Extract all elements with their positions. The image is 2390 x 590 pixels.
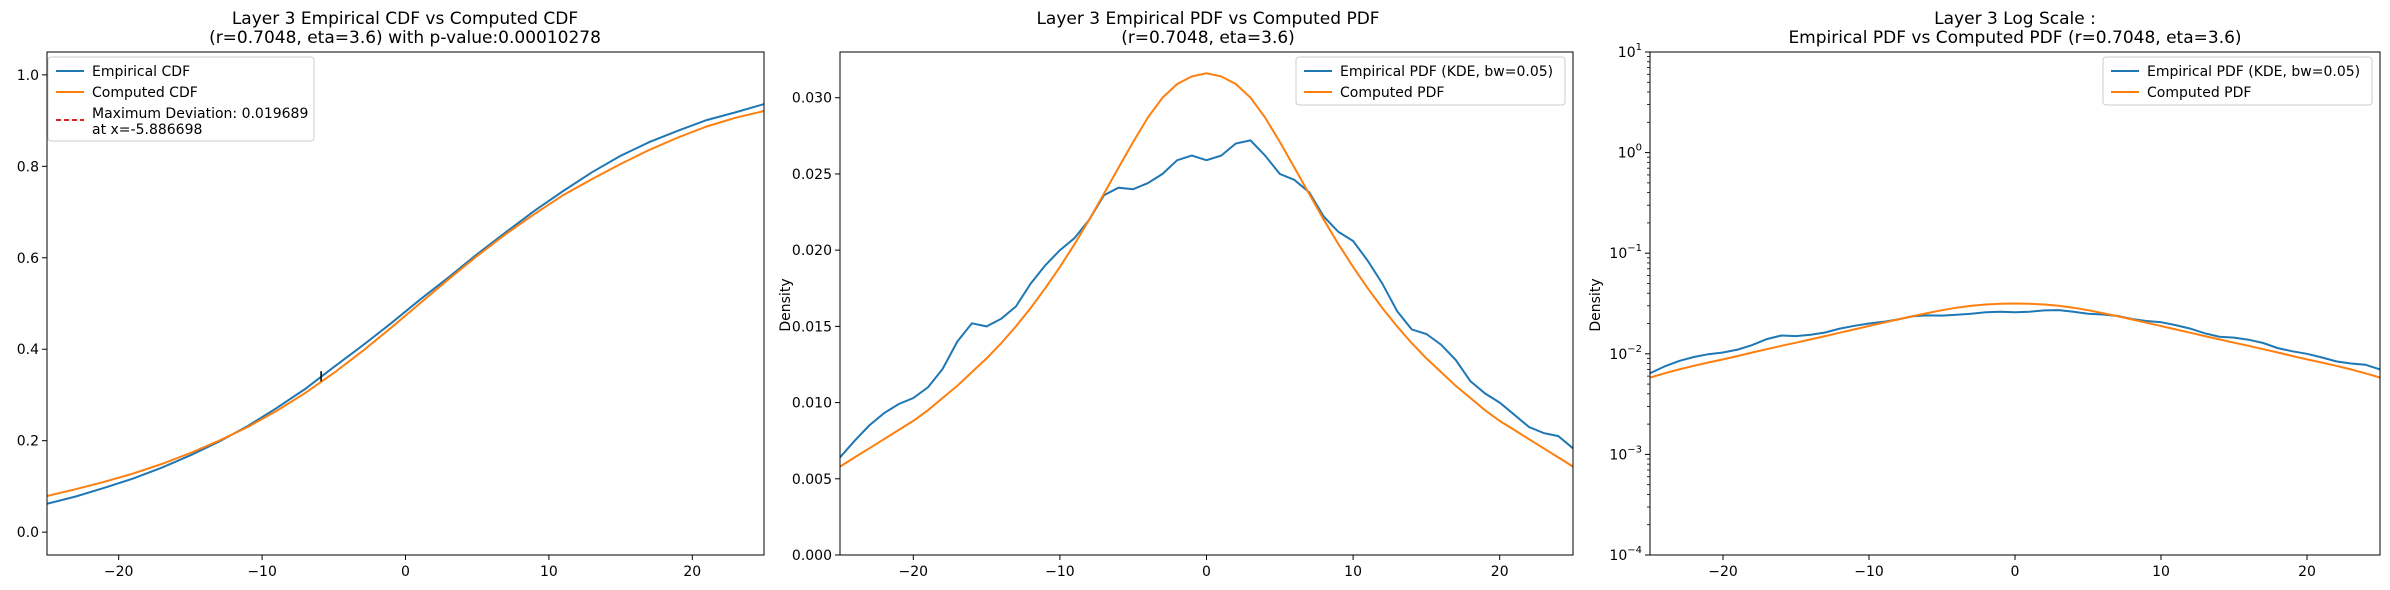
y-tick-label: 0.010 xyxy=(792,396,832,412)
y-tick-label: 0.025 xyxy=(792,167,832,183)
legend-label-max-deviation-at: at x=-5.886698 xyxy=(92,122,202,138)
chart-subtitle: (r=0.7048, eta=3.6) with p-value:0.00010… xyxy=(209,28,601,48)
y-tick-label: 1.0 xyxy=(17,68,39,84)
x-tick-label: −20 xyxy=(104,564,134,580)
cdf-panel: Layer 3 Empirical CDF vs Computed CDF (r… xyxy=(17,9,765,580)
y-tick-label: 0.2 xyxy=(17,434,39,450)
legend-label-empirical-pdf: Empirical PDF (KDE, bw=0.05) xyxy=(2147,64,2360,80)
y-axis-label: Density xyxy=(778,278,794,331)
series-line-empirical xyxy=(1650,309,2380,375)
pdf-legend: Empirical PDF (KDE, bw=0.05) Computed PD… xyxy=(1295,56,1566,106)
y-tick-label: 0.4 xyxy=(17,342,39,358)
x-tick-label: −20 xyxy=(899,564,929,580)
y-tick-label: 101 xyxy=(1618,42,1642,61)
pdf-plot-area: −20 −10 0 10 20 0.000 0.005 0.010 0.015 0.020 0.02… xyxy=(792,51,1574,580)
legend-box xyxy=(1295,56,1566,106)
x-tick-label: 10 xyxy=(540,564,558,580)
y-axis-label: Density xyxy=(1588,278,1604,331)
y-tick-label: 10−2 xyxy=(1609,344,1642,363)
x-tick-label: −20 xyxy=(1708,564,1738,580)
legend-label-computed-cdf: Computed CDF xyxy=(92,85,198,101)
chart-subtitle: Empirical PDF vs Computed PDF (r=0.7048,… xyxy=(1788,28,2241,48)
y-tick-label: 0.015 xyxy=(792,319,832,335)
y-tick-label: 0.005 xyxy=(792,472,832,488)
x-tick-label: 10 xyxy=(1344,564,1362,580)
x-tick-label: 10 xyxy=(2152,564,2170,580)
cdf-plot-area: −20 −10 0 10 20 0.0 0.2 0.4 0.6 0.8 1.0 xyxy=(17,51,765,580)
series-line-computed xyxy=(840,72,1573,468)
x-tick-label: 20 xyxy=(2298,564,2316,580)
log-pdf-plot-area: −20 −10 0 10 20 10−4 10−3 10−2 10−1 100 101 xyxy=(1609,42,2381,580)
chart-title: Layer 3 Empirical CDF vs Computed CDF xyxy=(232,9,578,29)
y-tick-label: 0.0 xyxy=(17,525,39,541)
x-tick-label: 20 xyxy=(1491,564,1509,580)
y-tick-label: 0.020 xyxy=(792,243,832,259)
series-line-computed xyxy=(47,110,764,497)
y-tick-label: 0.6 xyxy=(17,251,39,267)
legend-label-max-deviation: Maximum Deviation: 0.019689 xyxy=(92,106,308,122)
y-tick-label: 10−3 xyxy=(1609,444,1642,463)
y-tick-label: 0.8 xyxy=(17,159,39,175)
series-line-empirical xyxy=(840,139,1573,459)
pdf-panel: Layer 3 Empirical PDF vs Computed PDF (r… xyxy=(778,9,1574,580)
y-tick-label: 10−4 xyxy=(1609,545,1642,564)
legend-label-empirical-cdf: Empirical CDF xyxy=(92,64,190,80)
legend-label-empirical-pdf: Empirical PDF (KDE, bw=0.05) xyxy=(1340,64,1553,80)
x-tick-label: −10 xyxy=(1854,564,1884,580)
chart-title: Layer 3 Log Scale : xyxy=(1934,9,2096,29)
log-pdf-legend: Empirical PDF (KDE, bw=0.05) Computed PD… xyxy=(2102,56,2373,106)
x-tick-label: 0 xyxy=(401,564,410,580)
x-tick-label: −10 xyxy=(1045,564,1075,580)
chart-title: Layer 3 Empirical PDF vs Computed PDF xyxy=(1036,9,1379,29)
y-tick-label: 100 xyxy=(1618,143,1642,162)
series-line-empirical xyxy=(47,103,764,505)
x-tick-label: 0 xyxy=(2011,564,2020,580)
y-tick-label: 10−1 xyxy=(1609,243,1642,262)
cdf-legend: Empirical CDF Computed CDF Maximum Devia… xyxy=(47,56,315,142)
legend-label-computed-pdf: Computed PDF xyxy=(1340,85,1444,101)
y-tick-label: 0.030 xyxy=(792,91,832,107)
legend-label-computed-pdf: Computed PDF xyxy=(2147,85,2251,101)
series-line-computed xyxy=(1650,302,2380,379)
x-tick-label: −10 xyxy=(247,564,277,580)
x-tick-label: 0 xyxy=(1202,564,1211,580)
log-pdf-panel: Layer 3 Log Scale : Empirical PDF vs Com… xyxy=(1588,9,2381,580)
chart-subtitle: (r=0.7048, eta=3.6) xyxy=(1121,28,1295,48)
legend-box xyxy=(47,56,315,142)
y-tick-label: 0.000 xyxy=(792,548,832,564)
x-tick-label: 20 xyxy=(683,564,701,580)
legend-box xyxy=(2102,56,2373,106)
